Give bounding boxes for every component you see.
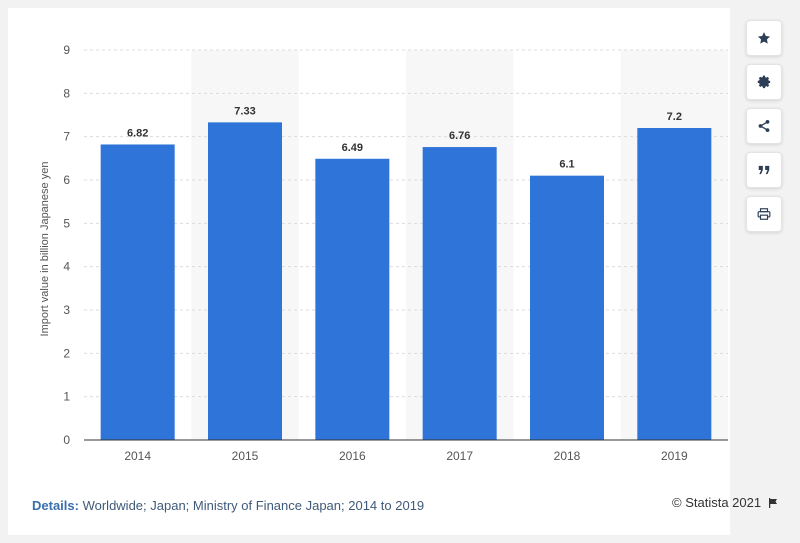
bar-value-label: 7.2 bbox=[667, 111, 682, 123]
share-button[interactable] bbox=[746, 108, 782, 144]
y-tick-label: 2 bbox=[63, 346, 70, 360]
bar[interactable] bbox=[637, 128, 712, 440]
x-tick-label: 2018 bbox=[554, 449, 581, 463]
flag-icon bbox=[769, 497, 778, 508]
statista-credit[interactable]: © Statista 2021 bbox=[672, 495, 779, 510]
star-icon bbox=[757, 32, 771, 44]
bar-value-label: 6.1 bbox=[559, 159, 574, 171]
bar[interactable] bbox=[315, 158, 390, 440]
bar[interactable] bbox=[530, 175, 604, 440]
gridlines bbox=[84, 49, 728, 398]
y-tick-labels: 0 1 2 3 4 5 6 7 8 9 bbox=[63, 43, 70, 447]
chart-toolbar bbox=[746, 20, 782, 240]
bars bbox=[100, 122, 712, 441]
y-tick-label: 8 bbox=[63, 86, 70, 100]
bar-value-label: 7.33 bbox=[234, 105, 255, 117]
x-tick-label: 2017 bbox=[446, 449, 473, 463]
chart-details: Details: Worldwide; Japan; Ministry of F… bbox=[32, 498, 424, 513]
favorite-button[interactable] bbox=[746, 20, 782, 56]
bar-value-label: 6.49 bbox=[342, 142, 363, 154]
print-button[interactable] bbox=[746, 196, 782, 232]
gear-icon bbox=[757, 75, 771, 89]
details-label: Details: bbox=[32, 498, 79, 513]
bar[interactable] bbox=[422, 147, 497, 441]
bar-value-labels: 6.82 7.33 6.49 6.76 6.1 7.2 bbox=[127, 105, 682, 170]
x-tick-label: 2016 bbox=[339, 449, 366, 463]
bar-value-label: 6.76 bbox=[449, 130, 470, 142]
settings-button[interactable] bbox=[746, 64, 782, 100]
x-tick-labels: 2014 2015 2016 2017 2018 2019 bbox=[124, 449, 688, 463]
quote-icon bbox=[758, 165, 770, 175]
cite-button[interactable] bbox=[746, 152, 782, 188]
y-tick-label: 5 bbox=[63, 216, 70, 230]
x-tick-label: 2014 bbox=[124, 449, 151, 463]
x-tick-label: 2015 bbox=[232, 449, 259, 463]
y-tick-label: 4 bbox=[63, 260, 70, 274]
credit-text: © Statista 2021 bbox=[672, 495, 762, 510]
y-tick-label: 1 bbox=[63, 390, 70, 404]
bar[interactable] bbox=[100, 144, 175, 440]
bar-value-label: 6.82 bbox=[127, 127, 148, 139]
y-tick-label: 7 bbox=[63, 130, 70, 144]
y-tick-label: 6 bbox=[63, 173, 70, 187]
y-tick-label: 9 bbox=[63, 43, 70, 57]
share-icon bbox=[758, 120, 770, 132]
details-text: Worldwide; Japan; Ministry of Finance Ja… bbox=[78, 498, 425, 513]
y-tick-label: 0 bbox=[63, 433, 70, 447]
bar[interactable] bbox=[208, 122, 282, 440]
print-icon bbox=[757, 208, 771, 220]
x-tick-label: 2019 bbox=[661, 449, 688, 463]
y-tick-label: 3 bbox=[63, 303, 70, 317]
y-axis-label: Import value in billion Japanese yen bbox=[39, 162, 51, 337]
